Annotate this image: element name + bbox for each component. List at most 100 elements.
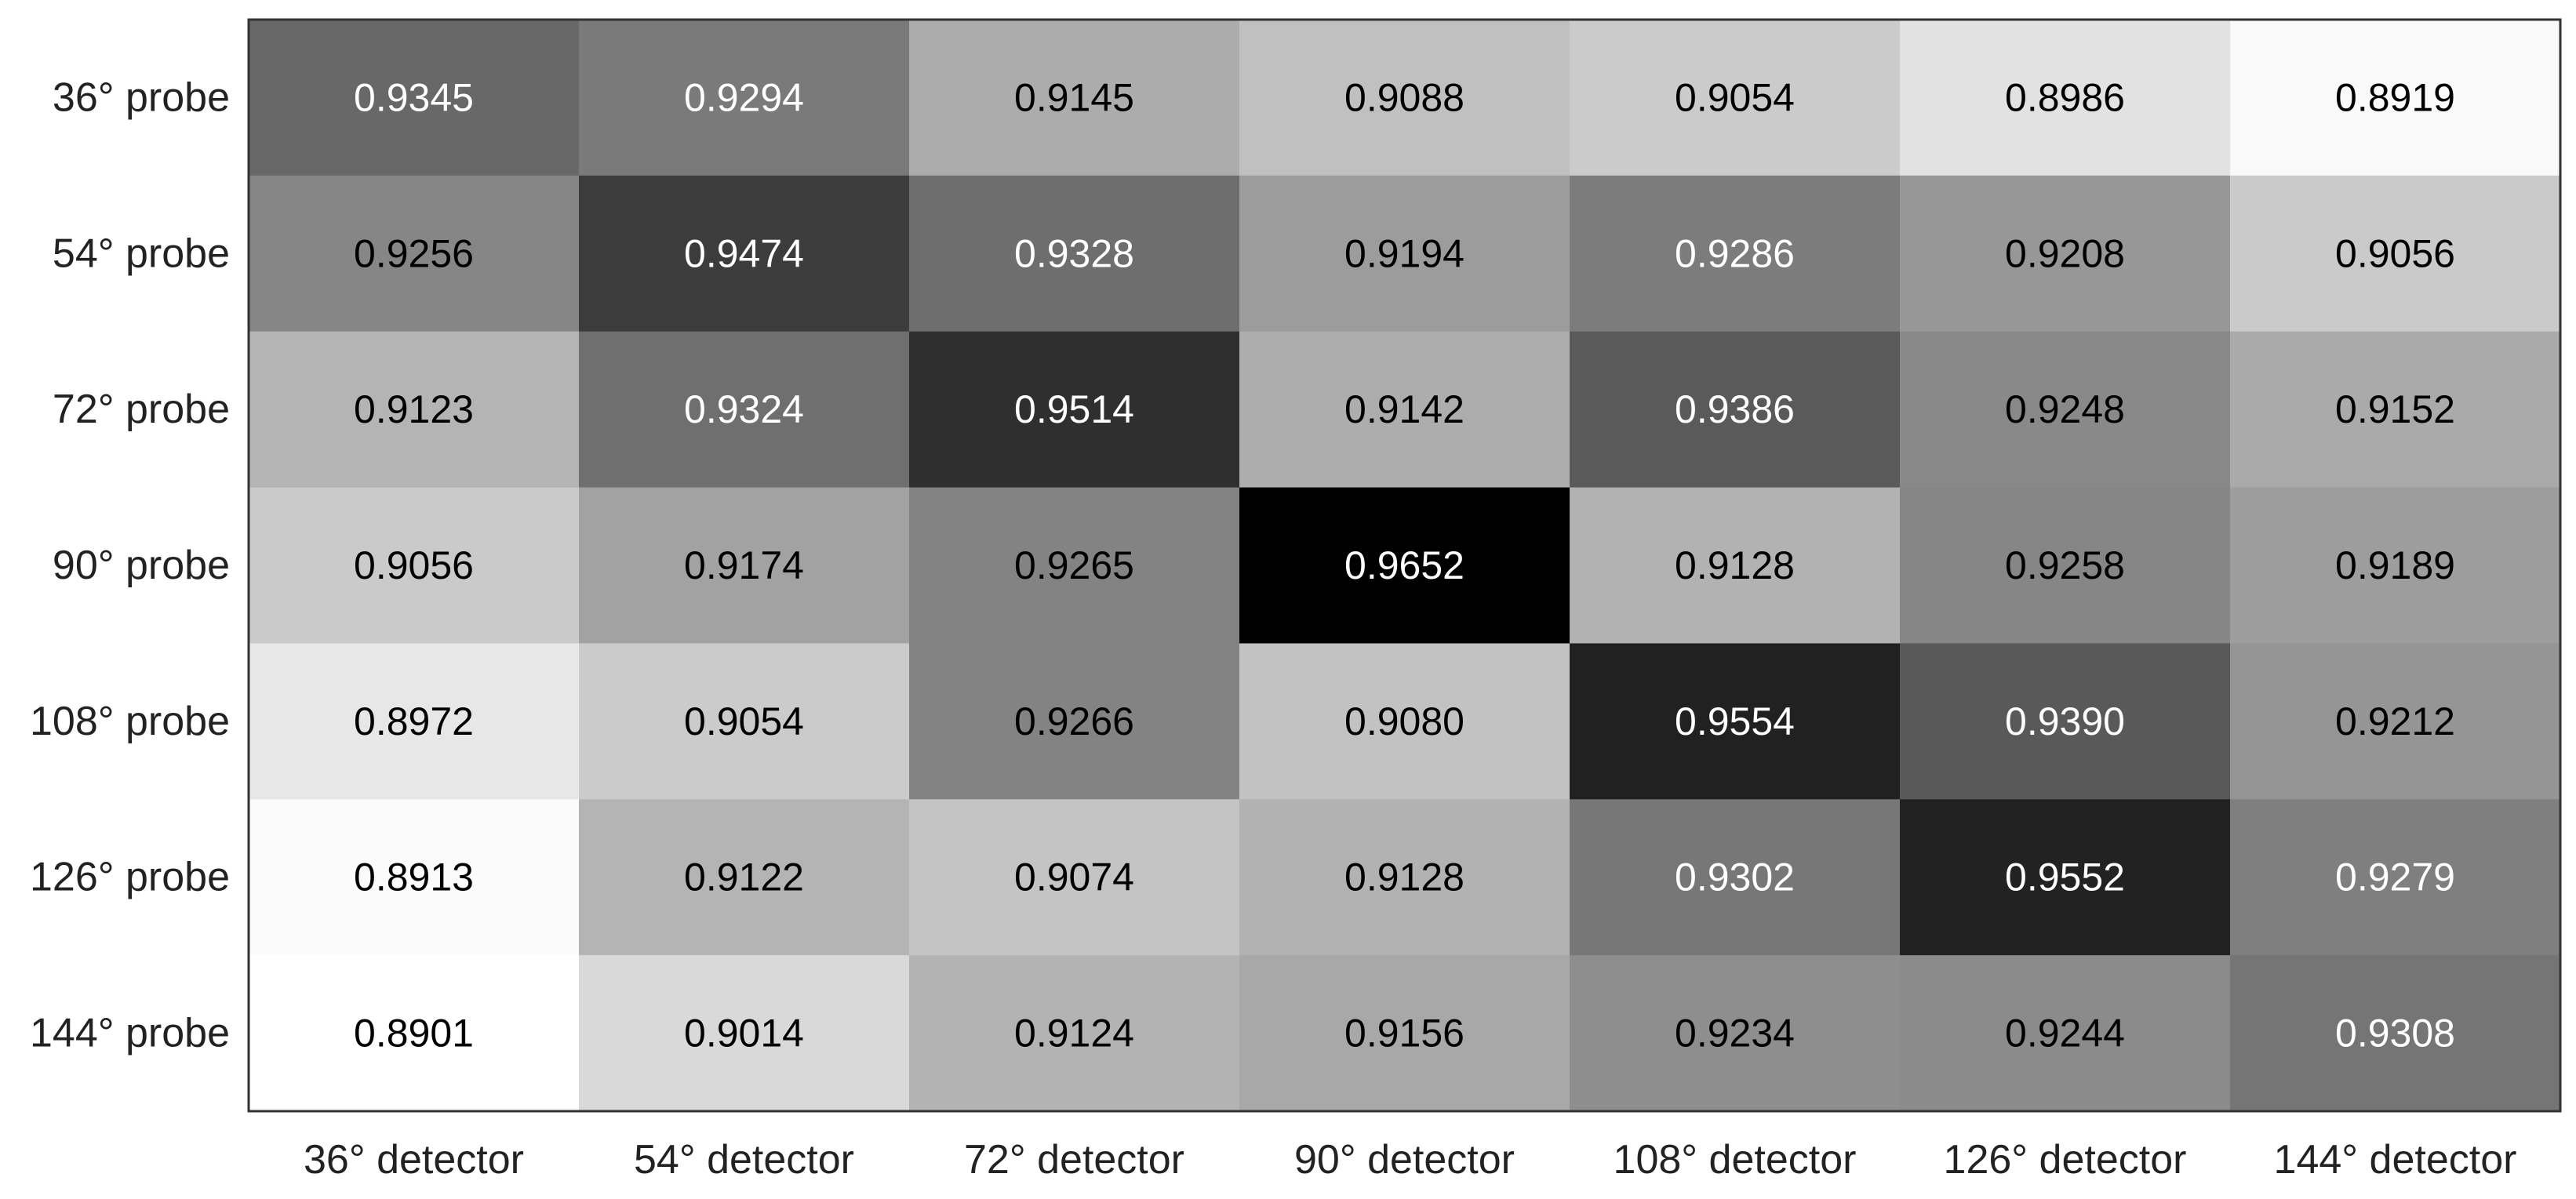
- y-tick-label: 126° probe: [30, 855, 230, 900]
- cell-value-label: 0.9514: [1014, 387, 1134, 431]
- cell-value-label: 0.9056: [354, 543, 474, 587]
- heatmap-cell: [2230, 643, 2561, 800]
- cell-value-label: 0.9174: [684, 543, 804, 587]
- cell-value-label: 0.9324: [684, 387, 804, 431]
- heatmap-cell: [579, 175, 910, 332]
- cell-value-label: 0.8972: [354, 699, 474, 743]
- cell-value-label: 0.9244: [2005, 1012, 2125, 1055]
- y-tick-label: 36° probe: [53, 74, 230, 120]
- heatmap-cell: [909, 175, 1240, 332]
- cell-value-label: 0.9122: [684, 856, 804, 899]
- cell-value-label: 0.9265: [1014, 543, 1134, 587]
- cell-value-label: 0.9142: [1344, 387, 1464, 431]
- cell-value-label: 0.9128: [1344, 856, 1464, 899]
- cell-value-label: 0.9189: [2335, 543, 2455, 587]
- heatmap-cell: [909, 799, 1240, 956]
- heatmap-cell: [579, 487, 910, 645]
- heatmap-cell: [249, 175, 580, 332]
- plot-frame: [247, 18, 2562, 1113]
- heatmap-cell: [1900, 955, 2231, 1112]
- heatmap-cell: [1239, 799, 1570, 956]
- heatmap-cell: [579, 799, 910, 956]
- cell-value-label: 0.9294: [684, 75, 804, 119]
- heatmap-cell: [1239, 331, 1570, 489]
- x-tick-label: 54° detector: [634, 1137, 854, 1183]
- cell-value-label: 0.9088: [1344, 75, 1464, 119]
- heatmap-cell: [1570, 175, 1901, 332]
- cell-value-label: 0.9279: [2335, 856, 2455, 899]
- heatmap-cell: [1900, 331, 2231, 489]
- y-tick-label: 72° probe: [53, 387, 230, 432]
- heatmap-cell: [1570, 643, 1901, 800]
- cell-value-label: 0.9014: [684, 1012, 804, 1055]
- heatmap-cell: [249, 799, 580, 956]
- heatmap-cell: [1570, 20, 1901, 176]
- heatmap-cell: [909, 20, 1240, 176]
- heatmap-cell: [1570, 955, 1901, 1112]
- heatmap-cell: [1239, 955, 1570, 1112]
- cell-value-label: 0.9145: [1014, 75, 1134, 119]
- heatmap-cell: [249, 643, 580, 800]
- heatmap-cell: [1239, 643, 1570, 800]
- cell-value-label: 0.9234: [1675, 1012, 1795, 1055]
- heatmap-cell: [909, 643, 1240, 800]
- cell-value-label: 0.9474: [684, 231, 804, 275]
- cell-value-label: 0.9056: [2335, 231, 2455, 275]
- heatmap-cell: [249, 955, 580, 1112]
- cell-value-label: 0.9194: [1344, 231, 1464, 275]
- cell-value-label: 0.8986: [2005, 75, 2125, 119]
- heatmap-cell: [1570, 799, 1901, 956]
- cell-value-label: 0.9212: [2335, 699, 2455, 743]
- heatmap-cell: [579, 20, 910, 176]
- cell-value-label: 0.9328: [1014, 231, 1134, 275]
- cell-value-label: 0.9302: [1675, 856, 1795, 899]
- y-tick-label: 90° probe: [53, 543, 230, 588]
- cell-value-label: 0.9080: [1344, 699, 1464, 743]
- heatmap-cell: [1239, 175, 1570, 332]
- heatmap-cell: [579, 643, 910, 800]
- heatmap-cell: [2230, 20, 2561, 176]
- cell-value-label: 0.9554: [1675, 699, 1795, 743]
- heatmap-cell: [249, 487, 580, 645]
- cell-value-label: 0.9390: [2005, 699, 2125, 743]
- heatmap-cell: [2230, 955, 2561, 1112]
- heatmap-cell: [909, 955, 1240, 1112]
- heatmap-cell: [249, 20, 580, 176]
- heatmap-cell: [1900, 643, 2231, 800]
- x-axis-tick-labels: 36° detector 54° detector 72° detector 90° …: [304, 1137, 2516, 1183]
- heatmap-cell: [1900, 799, 2231, 956]
- cell-value-label: 0.9054: [684, 699, 804, 743]
- x-tick-label: 108° detector: [1614, 1137, 1857, 1183]
- x-tick-label: 144° detector: [2274, 1137, 2517, 1183]
- heatmap-cell: [909, 331, 1240, 489]
- x-tick-label: 126° detector: [1944, 1137, 2187, 1183]
- cell-value-label: 0.9124: [1014, 1012, 1134, 1055]
- heatmap-cell: [2230, 175, 2561, 332]
- heatmap-cell: [2230, 487, 2561, 645]
- cell-value-label: 0.9552: [2005, 856, 2125, 899]
- cell-value-label: 0.9248: [2005, 387, 2125, 431]
- heatmap-cell: [1900, 175, 2231, 332]
- heatmap-cell: [1239, 20, 1570, 176]
- cell-value-label: 0.9266: [1014, 699, 1134, 743]
- heatmap-cell: [2230, 799, 2561, 956]
- heatmap-cell-labels: 0.9345 0.9294 0.9145 0.9088 0.9054 0.8986 0.89…: [354, 75, 2455, 1055]
- cell-value-label: 0.9345: [354, 75, 474, 119]
- cell-value-label: 0.9386: [1675, 387, 1795, 431]
- heatmap-cell: [249, 331, 580, 489]
- cell-value-label: 0.8913: [354, 856, 474, 899]
- heatmap-cell: [909, 487, 1240, 645]
- cell-value-label: 0.9256: [354, 231, 474, 275]
- x-tick-label: 72° detector: [964, 1137, 1184, 1183]
- cell-value-label: 0.9074: [1014, 856, 1134, 899]
- cell-value-label: 0.8919: [2335, 75, 2455, 119]
- cell-value-label: 0.9286: [1675, 231, 1795, 275]
- cell-value-label: 0.8901: [354, 1012, 474, 1055]
- cell-value-label: 0.9152: [2335, 387, 2455, 431]
- heatmap-cell: [579, 955, 910, 1112]
- cell-value-label: 0.9054: [1675, 75, 1795, 119]
- cell-value-label: 0.9128: [1675, 543, 1795, 587]
- x-tick-label: 90° detector: [1294, 1137, 1515, 1183]
- heatmap-cell: [1900, 20, 2231, 176]
- x-tick-label: 36° detector: [304, 1137, 524, 1183]
